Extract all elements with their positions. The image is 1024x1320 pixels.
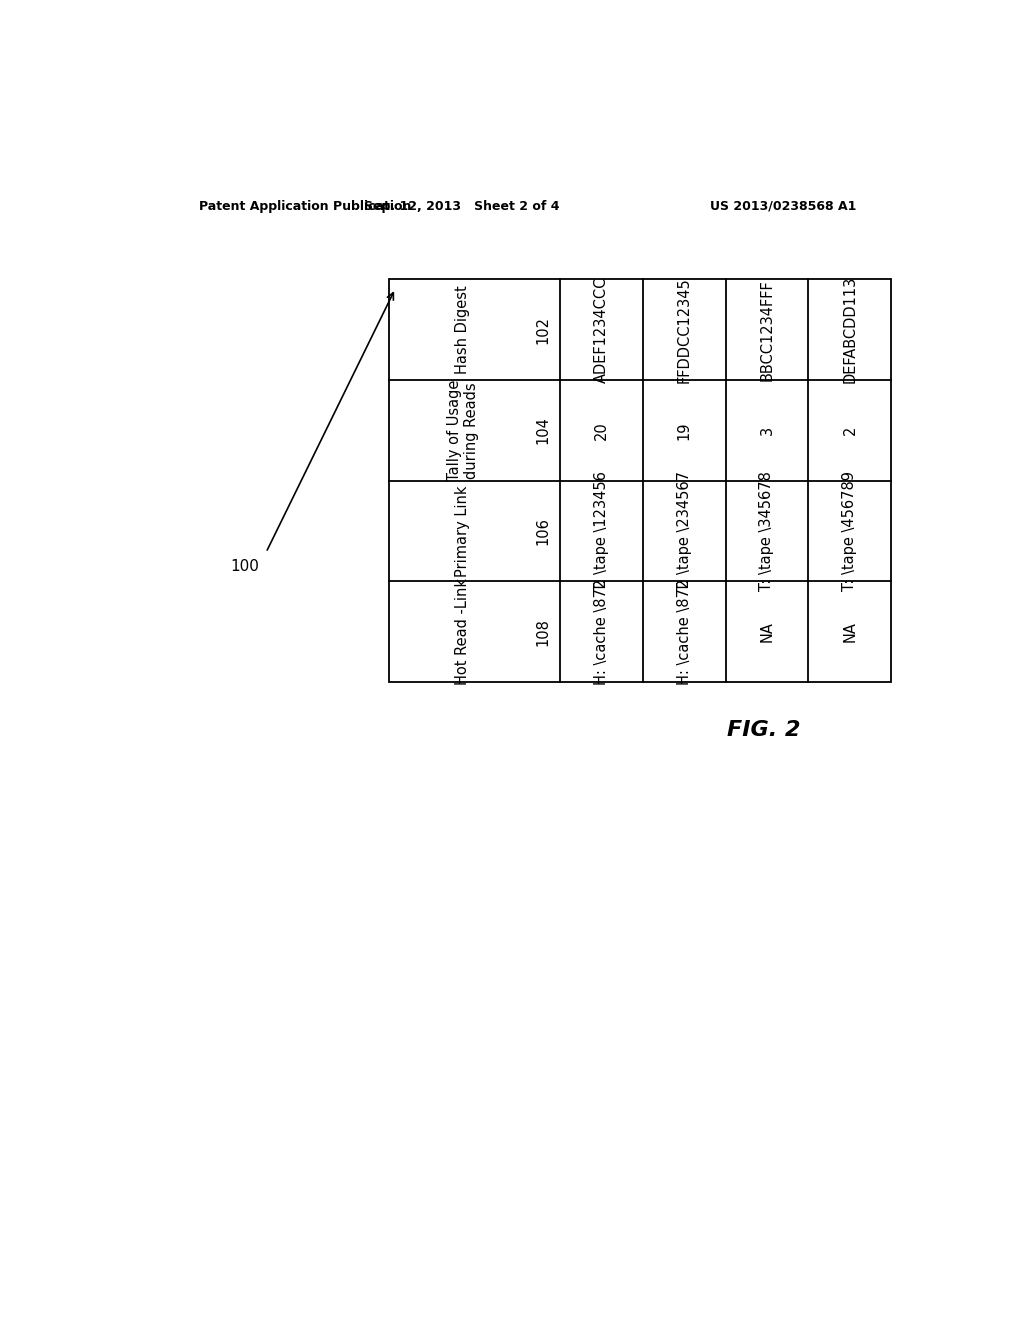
Text: Hot Read -Link: Hot Read -Link <box>456 578 470 685</box>
Bar <box>389 280 891 682</box>
Text: 19: 19 <box>677 421 691 440</box>
Text: FFDDCC12345: FFDDCC12345 <box>677 277 691 383</box>
Text: Patent Application Publication: Patent Application Publication <box>200 199 412 213</box>
Text: T: \tape \345678: T: \tape \345678 <box>760 471 774 591</box>
Text: Tally of Usage
during Reads: Tally of Usage during Reads <box>446 380 479 480</box>
Text: T: \tape \123456: T: \tape \123456 <box>594 471 608 591</box>
Text: 20: 20 <box>594 421 608 440</box>
Text: T: \tape \234567: T: \tape \234567 <box>677 471 691 591</box>
Text: DEFABCDD113: DEFABCDD113 <box>843 276 857 383</box>
Text: FIG. 2: FIG. 2 <box>727 721 800 741</box>
Text: Sep. 12, 2013   Sheet 2 of 4: Sep. 12, 2013 Sheet 2 of 4 <box>364 199 559 213</box>
Text: H: \cache \872: H: \cache \872 <box>677 578 691 685</box>
Text: US 2013/0238568 A1: US 2013/0238568 A1 <box>710 199 856 213</box>
Text: BBCC1234FFF: BBCC1234FFF <box>760 279 774 380</box>
Text: T: \tape \456789: T: \tape \456789 <box>843 471 857 591</box>
Text: 104: 104 <box>536 416 550 445</box>
Text: 108: 108 <box>536 618 550 645</box>
Text: NA: NA <box>760 622 774 642</box>
Text: Primary Link: Primary Link <box>456 486 470 577</box>
Text: ADEF1234CCC: ADEF1234CCC <box>594 276 608 383</box>
Text: 2: 2 <box>843 425 857 436</box>
Text: 102: 102 <box>536 315 550 343</box>
Text: Hash Digest: Hash Digest <box>456 285 470 374</box>
Text: H: \cache \872: H: \cache \872 <box>594 578 608 685</box>
Text: 100: 100 <box>229 558 259 574</box>
Text: 3: 3 <box>760 426 774 434</box>
Text: 106: 106 <box>536 517 550 545</box>
Text: NA: NA <box>843 622 857 642</box>
